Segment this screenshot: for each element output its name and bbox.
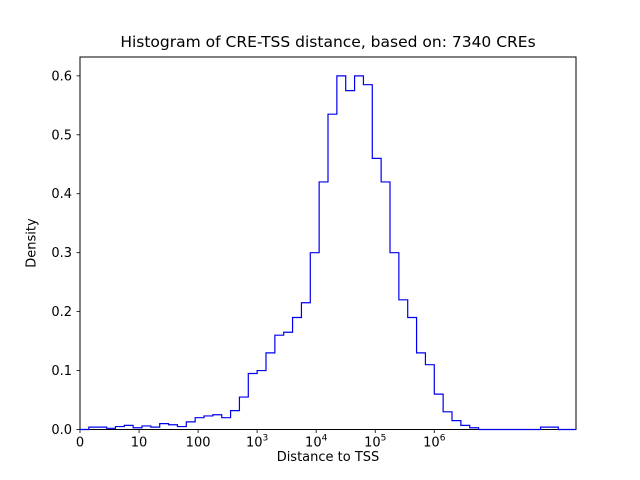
x-tick-label: 10 [131, 436, 148, 451]
x-axis-label: Distance to TSS [276, 450, 380, 465]
x-tick-label: 0 [76, 436, 84, 451]
y-tick-label: 0.2 [51, 305, 72, 320]
y-tick-label: 0.4 [51, 187, 72, 202]
y-tick-label: 0.0 [51, 423, 72, 438]
y-tick-label: 0.3 [51, 246, 72, 261]
x-tick-label: 104 [305, 434, 328, 451]
x-tick-label: 105 [364, 434, 386, 451]
chart-title: Histogram of CRE-TSS distance, based on:… [120, 33, 536, 51]
y-tick-label: 0.5 [51, 128, 72, 143]
x-tick-label: 103 [246, 434, 268, 451]
histogram-step-line [80, 75, 576, 431]
axes-border [79, 56, 577, 430]
x-tick-label: 106 [423, 434, 446, 451]
y-tick-label: 0.1 [51, 364, 72, 379]
y-tick-label: 0.6 [51, 69, 72, 84]
x-tick-label: 100 [186, 436, 211, 451]
